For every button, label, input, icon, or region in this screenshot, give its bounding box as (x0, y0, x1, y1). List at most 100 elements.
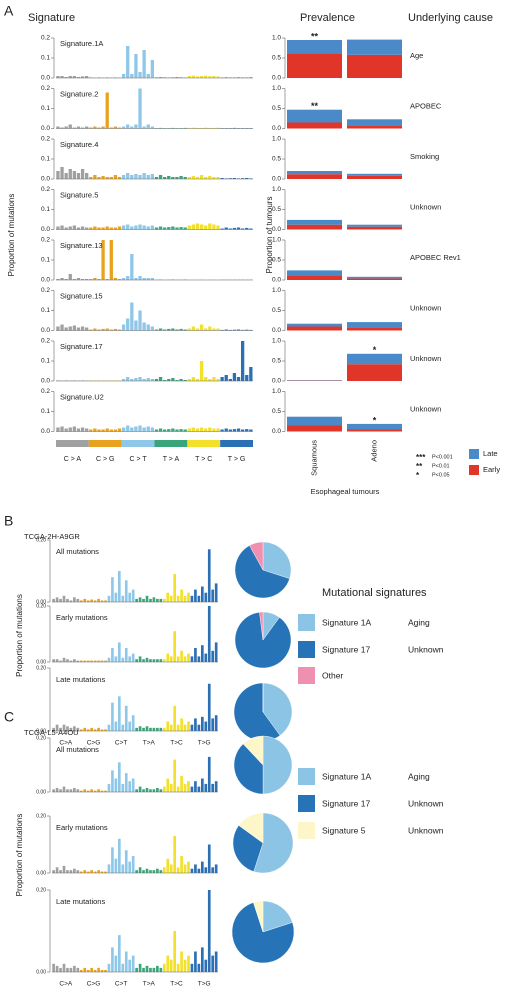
spectrum-bar (142, 659, 145, 662)
spectrum-bar (52, 789, 55, 792)
spectrum-bar (199, 361, 204, 381)
spectrum-bar (135, 598, 138, 602)
spectrum-bar (130, 254, 134, 280)
spectrum-bar (199, 324, 204, 331)
spectrum-bar (158, 428, 163, 432)
spectrum-bar (60, 324, 64, 331)
pie-slice (262, 682, 293, 736)
spectrum-bar (176, 963, 180, 972)
spectrum-bar (138, 963, 142, 972)
spectrum-bar (240, 178, 245, 179)
spectrum-bar (101, 328, 105, 331)
spectrum-bar (183, 429, 187, 432)
spectrum-bar (197, 868, 201, 873)
spectrum-bar (228, 379, 232, 381)
spectrum-bar (180, 718, 183, 731)
cause: Smoking (410, 152, 439, 161)
spectrum-bar (232, 329, 237, 331)
spectrum-bar (131, 955, 135, 972)
spectrum-bar (111, 770, 114, 792)
spectrum-bar (126, 124, 130, 129)
spectrum-bar (158, 226, 163, 230)
spectrum-bar (97, 127, 101, 129)
spectrum-bar (208, 223, 212, 230)
spectrum-bar (207, 683, 211, 731)
cause: Unknown (410, 303, 441, 312)
spectrum-bar (150, 126, 154, 129)
spectrum-bar (173, 631, 176, 662)
spectrum-bar (190, 656, 194, 662)
spectrum-bar (138, 276, 142, 280)
group-label: Squamous (309, 440, 318, 476)
spectrum-bar (113, 126, 118, 129)
spectrum-bar (201, 645, 204, 662)
spectrum-bar (167, 429, 171, 432)
y-tick-label: 0.0 (41, 125, 50, 132)
spectrum-bar (85, 126, 89, 129)
spectrum-bar (56, 76, 60, 78)
spectrum-bar (187, 781, 190, 792)
spectrum-bar (93, 790, 97, 792)
spectrum-bar (76, 598, 80, 602)
row-title: Late mutations (56, 897, 105, 906)
spectrum-bar (68, 427, 72, 432)
spectrum-bar (85, 173, 89, 179)
y-tick-label: 0.0 (41, 75, 50, 82)
spectrum-bar (214, 583, 218, 602)
spectrum-bar (104, 871, 107, 873)
spectrum-bar (62, 786, 66, 792)
spectrum-bar (104, 790, 107, 792)
spectrum-bar (62, 865, 66, 873)
spectrum-bar (68, 76, 72, 78)
spectrum-bar (114, 721, 118, 731)
spectrum-bar (194, 951, 197, 972)
spectrum-bar (195, 76, 200, 78)
spectrum-bar (93, 278, 97, 280)
early-bar (347, 175, 402, 179)
pie-slice (253, 900, 264, 933)
spectrum-bar (159, 870, 163, 873)
early-bar (287, 54, 342, 78)
spectrum-bar (100, 600, 104, 602)
spectrum-bar (167, 328, 171, 331)
spectrum-bar (207, 844, 211, 873)
spectrum-bar (89, 429, 93, 432)
spectrum-bar (86, 600, 90, 602)
legend-name: Signature 1A (322, 771, 371, 781)
y2-tick-label: 0.5 (272, 307, 281, 314)
legend-swatch (298, 667, 315, 684)
spectrum-bar (134, 124, 138, 129)
spectrum-bar (126, 425, 130, 432)
spectrum-bar (154, 429, 159, 432)
spectrum-bar (135, 967, 138, 972)
panel-label: A (4, 3, 14, 19)
spectrum-bar (175, 227, 179, 230)
spectrum-bar (76, 428, 81, 432)
spectrum-bar (190, 868, 194, 873)
spectrum-bar (156, 868, 159, 873)
spectrum-bar (60, 225, 64, 230)
spectrum-bar (93, 600, 97, 602)
spectrum-bar (224, 428, 228, 432)
spectrum-bar (142, 598, 145, 602)
spectrum-bar (62, 963, 66, 972)
spectrum-bar (216, 177, 220, 179)
y-tick-label: 0.1 (41, 307, 50, 314)
spectrum-bar (159, 598, 163, 602)
spectrum-bar (97, 870, 100, 873)
spectrum-bar (152, 727, 156, 731)
spectrum-bar (208, 326, 212, 331)
spectrum-bar (93, 175, 97, 179)
spectrum-bar (121, 963, 125, 972)
spectrum-bar (207, 756, 211, 792)
spectrum-bar (183, 783, 187, 792)
spectrum-bar (93, 428, 97, 432)
spectrum-bar (211, 589, 215, 602)
spectrum-bar (194, 589, 197, 602)
spectrum-bar (59, 789, 62, 792)
legend-cause: Unknown (408, 798, 444, 808)
y-axis-label: Proportion of mutations (15, 594, 24, 677)
spectrum-bar (179, 227, 183, 230)
spectrum-bar (156, 659, 159, 662)
spectrum-bar (59, 727, 62, 731)
